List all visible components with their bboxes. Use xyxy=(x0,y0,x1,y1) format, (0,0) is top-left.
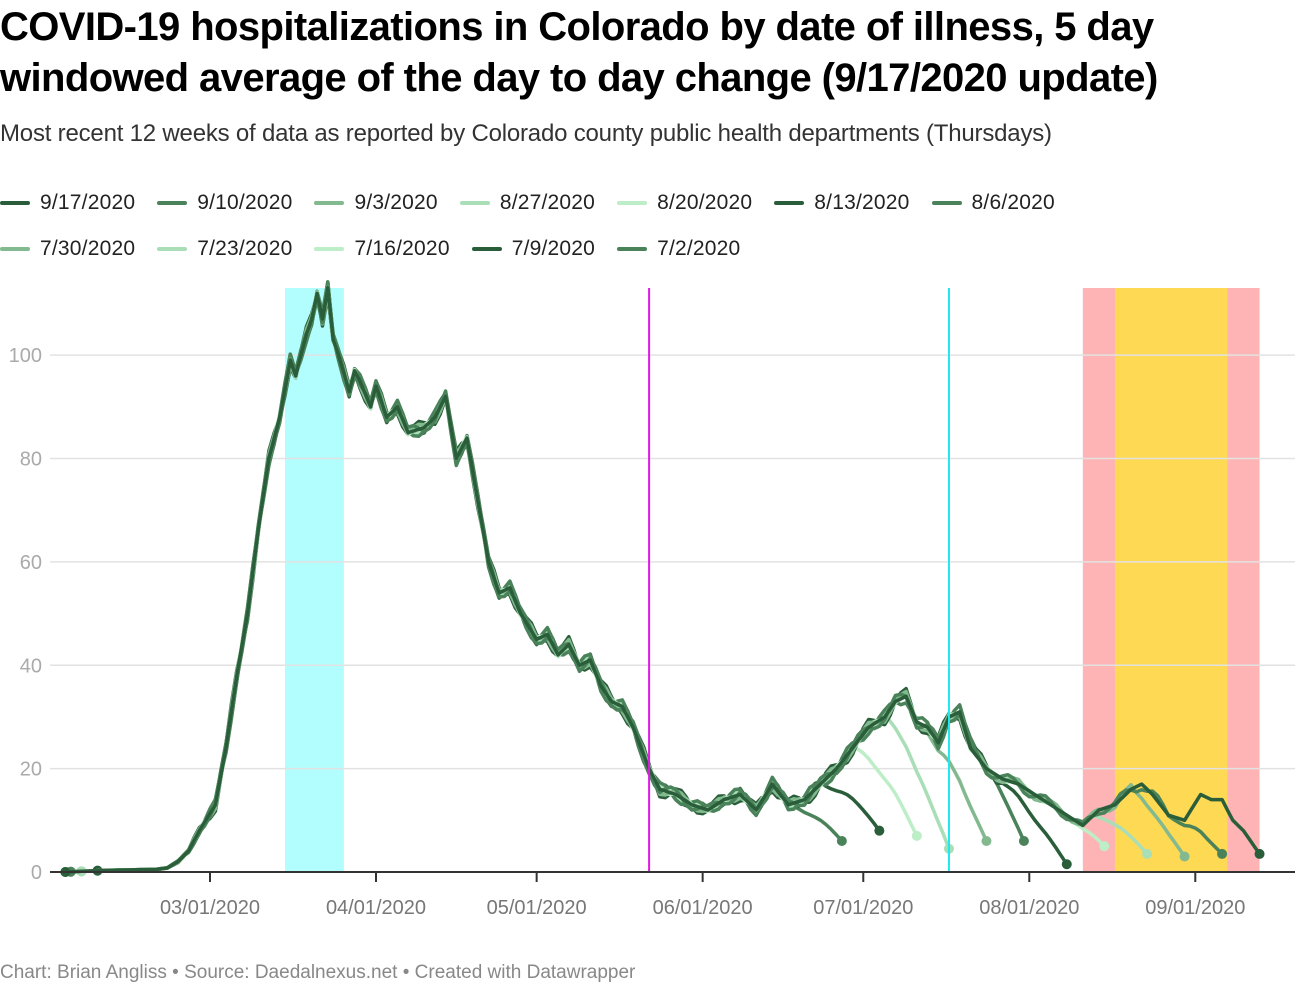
series-line xyxy=(79,285,919,874)
legend-label: 7/2/2020 xyxy=(657,237,741,260)
series-lines xyxy=(60,280,1265,877)
x-tick-label: 03/01/2020 xyxy=(160,897,260,919)
y-tick-label: 0 xyxy=(31,862,42,884)
series-end-point xyxy=(1217,848,1228,859)
legend-swatch xyxy=(157,247,188,251)
series-end-point xyxy=(1018,835,1029,846)
legend-item[interactable]: 9/10/2020 xyxy=(157,191,292,215)
legend-item[interactable]: 8/27/2020 xyxy=(459,191,596,215)
y-axis: 0 20 40 60 80 100 xyxy=(9,345,42,884)
line-chart: 0 20 40 60 80 100 03/01/2020 04/01/2020 05/01/2… xyxy=(9,280,1295,919)
legend-label: 7/9/2020 xyxy=(511,237,596,260)
legend-item[interactable]: 7/9/2020 xyxy=(471,237,596,261)
legend-swatch xyxy=(157,201,188,205)
footer-tool[interactable]: Created with Datawrapper xyxy=(414,962,636,983)
legend-item[interactable]: 7/30/2020 xyxy=(0,237,135,261)
x-axis: 03/01/2020 04/01/2020 05/01/2020 06/01/2020… xyxy=(50,871,1295,919)
chart-subtitle: Most recent 12 weeks of data as reported… xyxy=(0,120,1052,147)
x-tick-label: 09/01/2020 xyxy=(1145,897,1245,919)
series-end-point xyxy=(1179,851,1190,862)
x-tick-label: 08/01/2020 xyxy=(979,897,1079,919)
footer-separator: • xyxy=(172,962,179,983)
legend-label: 9/3/2020 xyxy=(354,191,438,214)
footer-credit: Chart: Brian Angliss xyxy=(0,962,167,983)
series-line xyxy=(69,280,1026,874)
legend-swatch xyxy=(314,201,345,205)
highlight-band xyxy=(284,288,344,872)
y-tick-label: 20 xyxy=(20,759,42,781)
series-end-point xyxy=(874,825,885,836)
x-tick-label: 06/01/2020 xyxy=(653,897,753,919)
series-end-point xyxy=(1142,848,1153,859)
series-end-point xyxy=(836,835,847,846)
legend-item[interactable]: 7/23/2020 xyxy=(157,237,292,261)
series-end-point xyxy=(1061,859,1072,870)
legend-swatch xyxy=(617,201,648,205)
legend-item[interactable]: 9/17/2020 xyxy=(0,191,135,215)
x-tick-label: 04/01/2020 xyxy=(326,897,426,919)
legend-label: 9/10/2020 xyxy=(197,191,293,214)
legend-swatch xyxy=(931,201,962,205)
series-line xyxy=(63,286,1262,874)
legend-swatch xyxy=(617,247,648,251)
y-tick-label: 40 xyxy=(20,655,42,677)
highlight-bands xyxy=(284,288,1260,872)
legend-swatch xyxy=(471,247,502,251)
chart-title: COVID-19 hospitalizations in Colorado by… xyxy=(0,5,1158,100)
legend-label: 8/20/2020 xyxy=(657,191,753,214)
legend-item[interactable]: 7/16/2020 xyxy=(314,237,450,261)
legend-label: 9/17/2020 xyxy=(40,191,136,214)
legend-label: 8/13/2020 xyxy=(814,191,910,214)
legend-item[interactable]: 8/13/2020 xyxy=(774,191,909,215)
x-tick-label: 07/01/2020 xyxy=(813,897,913,919)
series-line xyxy=(69,284,1224,874)
series-end-point xyxy=(1099,841,1110,852)
x-tick-label: 05/01/2020 xyxy=(487,897,587,919)
highlight-band xyxy=(1114,288,1228,872)
legend-swatch xyxy=(0,201,30,205)
legend-item[interactable]: 9/3/2020 xyxy=(314,191,438,215)
y-tick-label: 80 xyxy=(20,449,42,471)
legend-swatch xyxy=(459,201,490,205)
legend: 9/17/2020 9/10/2020 9/3/2020 8/27/2020 8… xyxy=(0,180,1290,272)
legend-swatch xyxy=(314,247,345,251)
legend-item[interactable]: 8/20/2020 xyxy=(617,191,752,215)
legend-label: 7/16/2020 xyxy=(354,237,450,260)
footer-source[interactable]: Source: Daedalnexus.net xyxy=(184,962,398,983)
footer-separator: • xyxy=(402,962,410,983)
y-tick-label: 100 xyxy=(9,345,42,367)
legend-label: 7/23/2020 xyxy=(197,237,293,260)
y-tick-label: 60 xyxy=(20,552,42,574)
series-end-point xyxy=(981,835,992,846)
chart-footer: Chart: Brian Angliss • Source: Daedalnex… xyxy=(0,962,635,984)
legend-row-2: 7/30/2020 7/23/2020 7/16/2020 7/9/2020 7… xyxy=(0,226,1290,272)
legend-item[interactable]: 8/6/2020 xyxy=(931,191,1055,215)
legend-label: 8/6/2020 xyxy=(971,191,1055,214)
series-line xyxy=(63,292,1069,874)
legend-swatch xyxy=(0,247,30,251)
series-end-point xyxy=(911,830,922,841)
legend-label: 8/27/2020 xyxy=(499,191,596,214)
legend-item[interactable]: 7/2/2020 xyxy=(617,237,740,261)
series-line xyxy=(79,284,1149,874)
marker-lines xyxy=(648,288,950,872)
legend-row-1: 9/17/2020 9/10/2020 9/3/2020 8/27/2020 8… xyxy=(0,180,1290,226)
legend-label: 7/30/2020 xyxy=(40,237,136,260)
legend-swatch xyxy=(774,201,805,205)
series-line xyxy=(95,287,844,873)
series-line xyxy=(79,289,1107,874)
series-end-point xyxy=(1254,848,1265,859)
gridlines xyxy=(50,354,1295,770)
series-line xyxy=(95,280,882,873)
